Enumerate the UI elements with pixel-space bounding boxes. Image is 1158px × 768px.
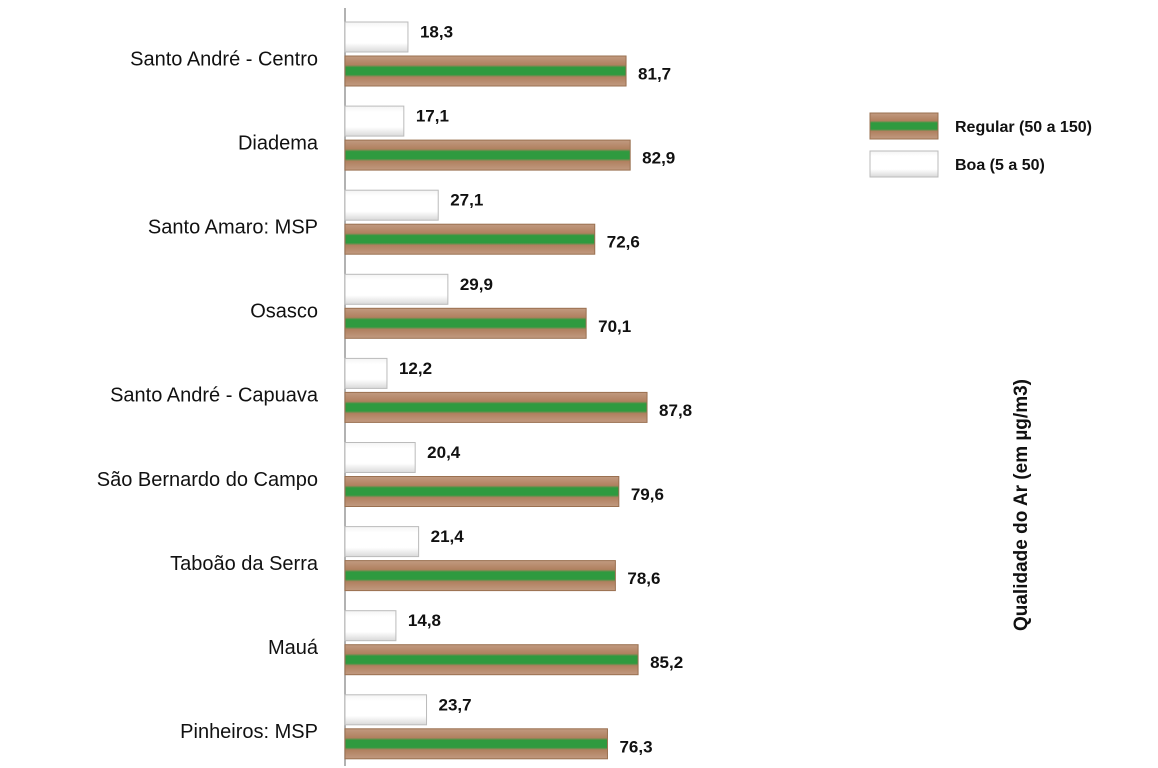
category-label: Pinheiros: MSP xyxy=(180,721,318,743)
bar xyxy=(344,442,416,473)
axis-title: Qualidade do Ar (em µg/m3) xyxy=(1011,379,1032,631)
legend-label: Boa (5 a 50) xyxy=(955,157,1045,174)
category-label: Santo André - Capuava xyxy=(110,385,319,407)
value-label: 78,6 xyxy=(627,569,660,588)
category-label: Osasco xyxy=(250,301,318,323)
value-label: 20,4 xyxy=(427,443,461,462)
legend-swatch xyxy=(869,112,939,140)
legend-label: Regular (50 a 150) xyxy=(955,119,1092,136)
value-label: 85,2 xyxy=(650,653,683,672)
category-label: Taboão da Serra xyxy=(170,553,319,575)
bar xyxy=(344,644,639,676)
value-label: 72,6 xyxy=(607,233,640,252)
bar xyxy=(344,694,428,726)
value-label: 12,2 xyxy=(399,359,432,378)
bar xyxy=(344,357,388,389)
value-label: 87,8 xyxy=(659,401,692,420)
category-label: São Bernardo do Campo xyxy=(97,469,318,491)
value-label: 70,1 xyxy=(598,317,631,336)
value-label: 81,7 xyxy=(638,64,671,83)
value-label: 21,4 xyxy=(431,527,465,546)
value-label: 27,1 xyxy=(450,191,483,210)
bar xyxy=(344,55,627,87)
bar xyxy=(344,189,439,221)
value-label: 82,9 xyxy=(642,149,675,168)
category-label: Mauá xyxy=(268,637,319,659)
bar xyxy=(344,391,648,423)
bar xyxy=(344,273,449,305)
bar xyxy=(344,223,596,255)
category-label: Diadema xyxy=(238,132,319,154)
category-label: Santo Amaro: MSP xyxy=(148,216,318,238)
value-label: 14,8 xyxy=(408,611,441,630)
value-label: 29,9 xyxy=(460,275,493,294)
category-label: Santo André - Centro xyxy=(130,48,318,70)
bar xyxy=(344,560,616,592)
bar xyxy=(344,728,608,760)
bar xyxy=(344,610,397,642)
bar xyxy=(344,21,409,53)
bar xyxy=(344,139,631,171)
bar xyxy=(344,476,620,507)
value-label: 17,1 xyxy=(416,107,449,126)
value-label: 23,7 xyxy=(439,695,472,714)
value-label: 79,6 xyxy=(631,485,664,504)
bar xyxy=(344,307,587,339)
value-label: 18,3 xyxy=(420,22,453,41)
value-label: 76,3 xyxy=(619,737,652,756)
bar xyxy=(344,526,420,558)
legend-swatch xyxy=(869,150,939,178)
bar xyxy=(344,105,405,137)
